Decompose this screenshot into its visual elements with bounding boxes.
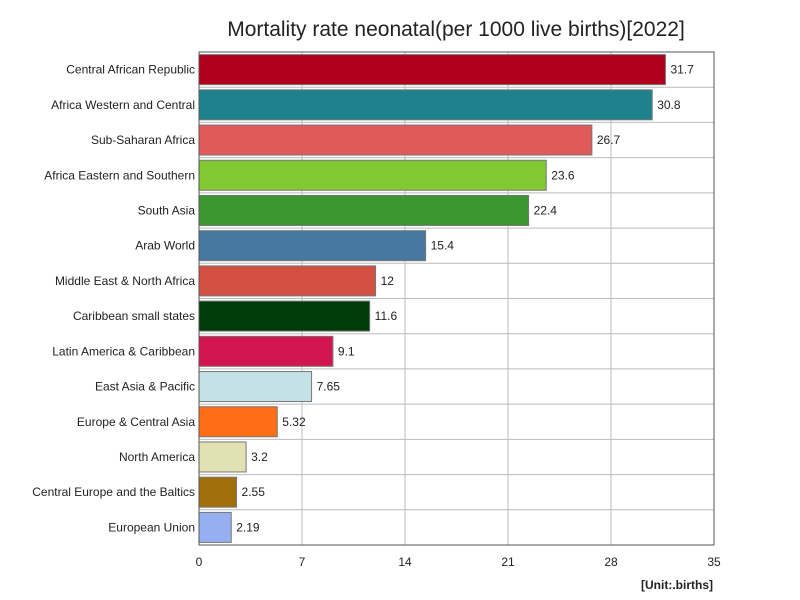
category-label: Central Europe and the Baltics — [32, 485, 195, 499]
bar — [198, 300, 371, 332]
value-label: 22.4 — [534, 203, 558, 217]
bar — [198, 230, 427, 262]
x-axis-ticks: 0 7 14 21 28 35 — [196, 555, 721, 569]
value-label: 2.55 — [242, 485, 266, 499]
value-label: 5.32 — [282, 415, 306, 429]
category-label: South Asia — [138, 203, 196, 217]
category-label: Africa Western and Central — [51, 98, 195, 112]
unit-label: [Unit:.births] — [641, 578, 713, 592]
value-label: 15.4 — [431, 239, 455, 253]
category-label: Africa Eastern and Southern — [44, 168, 195, 182]
bar — [198, 265, 377, 297]
category-label: Middle East & North Africa — [55, 274, 195, 288]
value-label: 3.2 — [251, 450, 268, 464]
category-label: European Union — [108, 520, 195, 534]
plot-frame — [198, 51, 715, 546]
bar — [198, 124, 593, 156]
x-tick-label: 14 — [398, 555, 412, 569]
bar — [198, 335, 334, 367]
value-label: 2.19 — [236, 520, 260, 534]
category-label: North America — [119, 450, 195, 464]
bar — [198, 511, 232, 543]
chart-title: Mortality rate neonatal(per 1000 live bi… — [227, 18, 685, 41]
value-label: 7.65 — [317, 380, 341, 394]
bar — [198, 89, 653, 121]
category-label: Latin America & Caribbean — [52, 344, 195, 358]
value-label: 12 — [381, 274, 395, 288]
x-tick-label: 0 — [196, 555, 203, 569]
bar — [198, 194, 530, 226]
value-label: 23.6 — [551, 168, 575, 182]
value-label: 26.7 — [597, 133, 621, 147]
x-tick-label: 21 — [501, 555, 515, 569]
value-label: 9.1 — [338, 344, 355, 358]
x-tick-label: 35 — [707, 555, 721, 569]
value-label: 11.6 — [375, 309, 398, 323]
value-labels: 31.7 30.8 26.7 23.6 22.4 15.4 12 11.6 9.1 7.65 5.3… — [236, 63, 694, 535]
bar — [198, 476, 238, 508]
bar — [198, 159, 547, 191]
category-label: Arab World — [135, 239, 195, 253]
bars — [198, 54, 666, 543]
bar — [198, 406, 278, 438]
x-tick-label: 28 — [604, 555, 618, 569]
category-label: Europe & Central Asia — [77, 415, 195, 429]
bar — [198, 371, 313, 403]
category-label: Caribbean small states — [73, 309, 195, 323]
value-label: 31.7 — [670, 63, 694, 77]
category-label: Central African Republic — [66, 63, 195, 77]
category-labels: Central African Republic Africa Western a… — [32, 63, 195, 535]
value-label: 30.8 — [657, 98, 681, 112]
bar — [198, 54, 666, 86]
bar — [198, 441, 247, 473]
category-label: Sub-Saharan Africa — [91, 133, 195, 147]
category-label: East Asia & Pacific — [95, 380, 195, 394]
x-tick-label: 7 — [299, 555, 306, 569]
